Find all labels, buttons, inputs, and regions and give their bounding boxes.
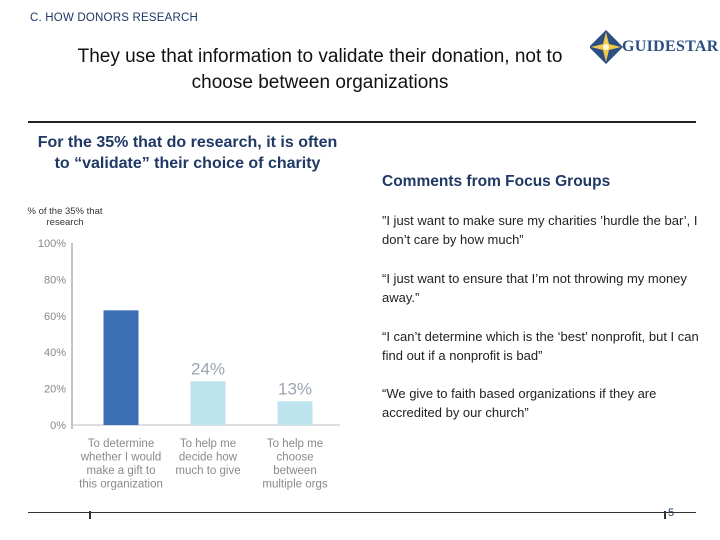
bar-value-label: 24% — [191, 359, 225, 378]
y-tick-label: 0% — [50, 420, 66, 432]
slide-title-line2: choose between organizations — [191, 72, 449, 93]
bar-value-label: 63% — [104, 288, 138, 307]
y-axis-label-line2: research — [46, 217, 84, 228]
y-axis-label-line1: % of the 35% that — [27, 206, 103, 217]
footer-tick-left — [89, 511, 91, 519]
category-label: between — [273, 465, 316, 477]
comments-heading: Comments from Focus Groups — [382, 173, 611, 190]
slide-title-line1: They use that information to validate th… — [77, 46, 563, 67]
y-tick-label: 60% — [44, 311, 66, 323]
y-axis-label: % of the 35% that research — [20, 206, 110, 228]
logo-text: GUIDESTAR — [622, 38, 719, 55]
section-label: C. HOW DONORS RESEARCH — [30, 12, 198, 24]
category-label: make a gift to — [86, 465, 155, 477]
comment-2: “I just want to ensure that I’m not thro… — [382, 271, 687, 305]
y-tick-label: 40% — [44, 347, 66, 359]
bottom-divider — [28, 512, 696, 513]
bar-value-label: 13% — [278, 379, 312, 398]
footer-tick-right — [664, 511, 666, 519]
category-label: To help me — [180, 438, 236, 450]
category-label: decide how — [179, 452, 238, 464]
category-label: To help me — [267, 438, 323, 450]
comment-3: “I can’t determine which is the ‘best’ n… — [382, 329, 699, 363]
y-tick-label: 20% — [44, 384, 66, 396]
comment-1: ”I just want to make sure my charities ’… — [382, 213, 698, 247]
category-label: multiple orgs — [262, 479, 327, 491]
category-label: this organization — [79, 479, 163, 491]
category-label: To determine — [88, 438, 154, 450]
category-label: much to give — [175, 465, 240, 477]
bar — [103, 310, 139, 425]
comment-4: “We give to faith based organizations if… — [382, 386, 657, 420]
guidestar-logo — [590, 30, 623, 64]
category-label: whether I would — [80, 452, 162, 464]
bar — [277, 401, 313, 425]
slide-title: They use that information to validate th… — [20, 44, 620, 96]
top-divider — [28, 121, 696, 123]
page-number: 5 — [668, 507, 675, 519]
y-tick-label: 80% — [44, 274, 66, 286]
bar — [190, 381, 226, 425]
category-label: choose — [276, 452, 313, 464]
y-tick-label: 100% — [38, 238, 66, 250]
chart-heading: For the 35% that do research, it is ofte… — [37, 134, 338, 172]
